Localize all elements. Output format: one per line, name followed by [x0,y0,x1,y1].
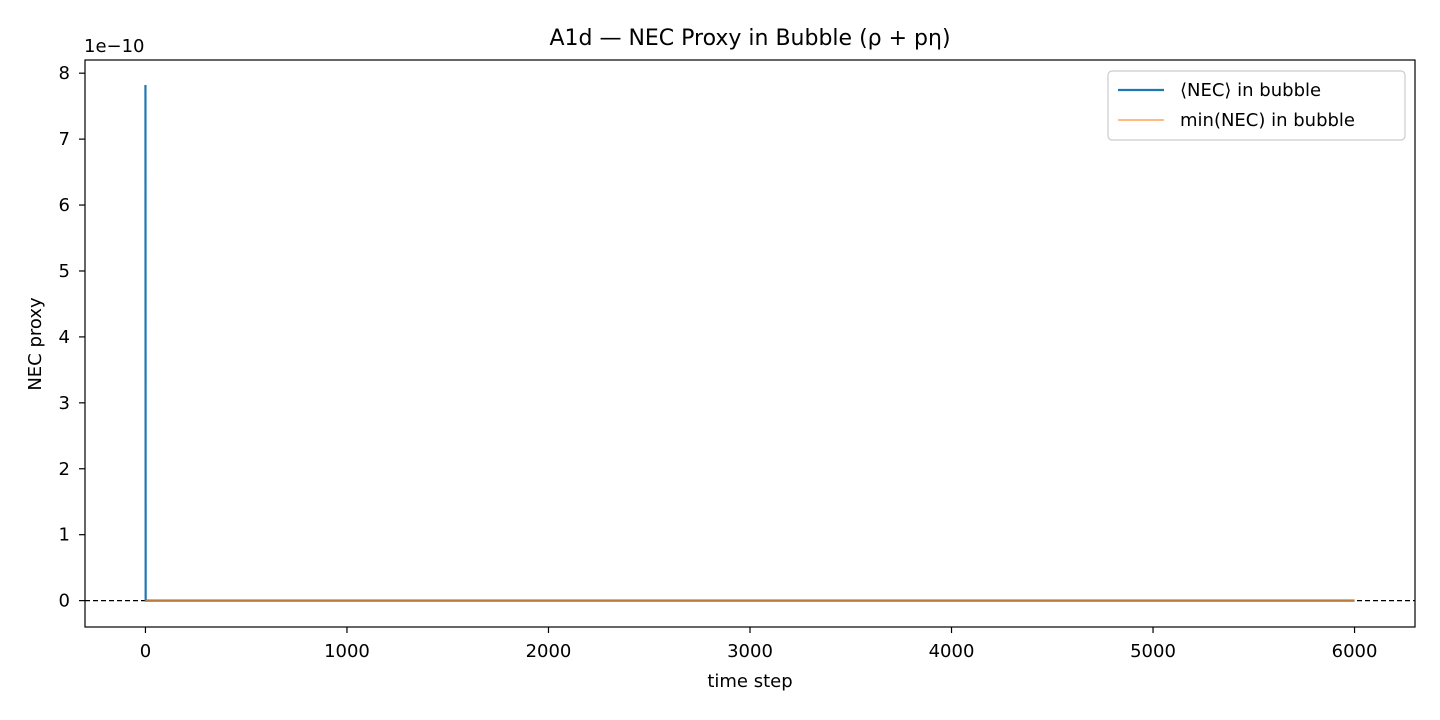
y-tick-label: 3 [59,393,70,414]
x-tick-label: 4000 [929,641,975,662]
x-tick-label: 5000 [1130,641,1176,662]
chart-title: A1d — NEC Proxy in Bubble (ρ + pη) [549,26,950,51]
y-tick-label: 1 [59,525,70,546]
y-tick-label: 6 [59,195,70,216]
y-tick-label: 2 [59,459,70,480]
x-tick-label: 0 [140,641,151,662]
x-tick-label: 3000 [727,641,773,662]
y-tick-label: 4 [59,327,70,348]
legend-label-1: ⟨NEC⟩ in bubble [1180,80,1321,101]
y-tick-label: 7 [59,129,70,150]
legend-label-2: min(NEC) in bubble [1180,110,1355,131]
legend: ⟨NEC⟩ in bubble min(NEC) in bubble [1107,70,1406,141]
x-axis-title: time step [707,671,792,692]
axes-frame [84,59,1416,628]
plot-area: 0 1000 2000 3000 4000 5000 6000 0 1 2 3 4 5 6 7 8 [59,59,1416,662]
x-tick-label: 1000 [324,641,370,662]
x-tick-label: 6000 [1332,641,1378,662]
series-line-1 [144,85,1355,602]
y-tick-label: 5 [59,261,70,282]
legend-box [1107,70,1406,141]
y-tick-label: 0 [59,591,70,612]
y-tick-label: 8 [59,63,70,84]
y-axis-title: NEC proxy [25,297,46,391]
y-offset-label: 1e−10 [84,36,145,57]
x-tick-label: 2000 [526,641,572,662]
